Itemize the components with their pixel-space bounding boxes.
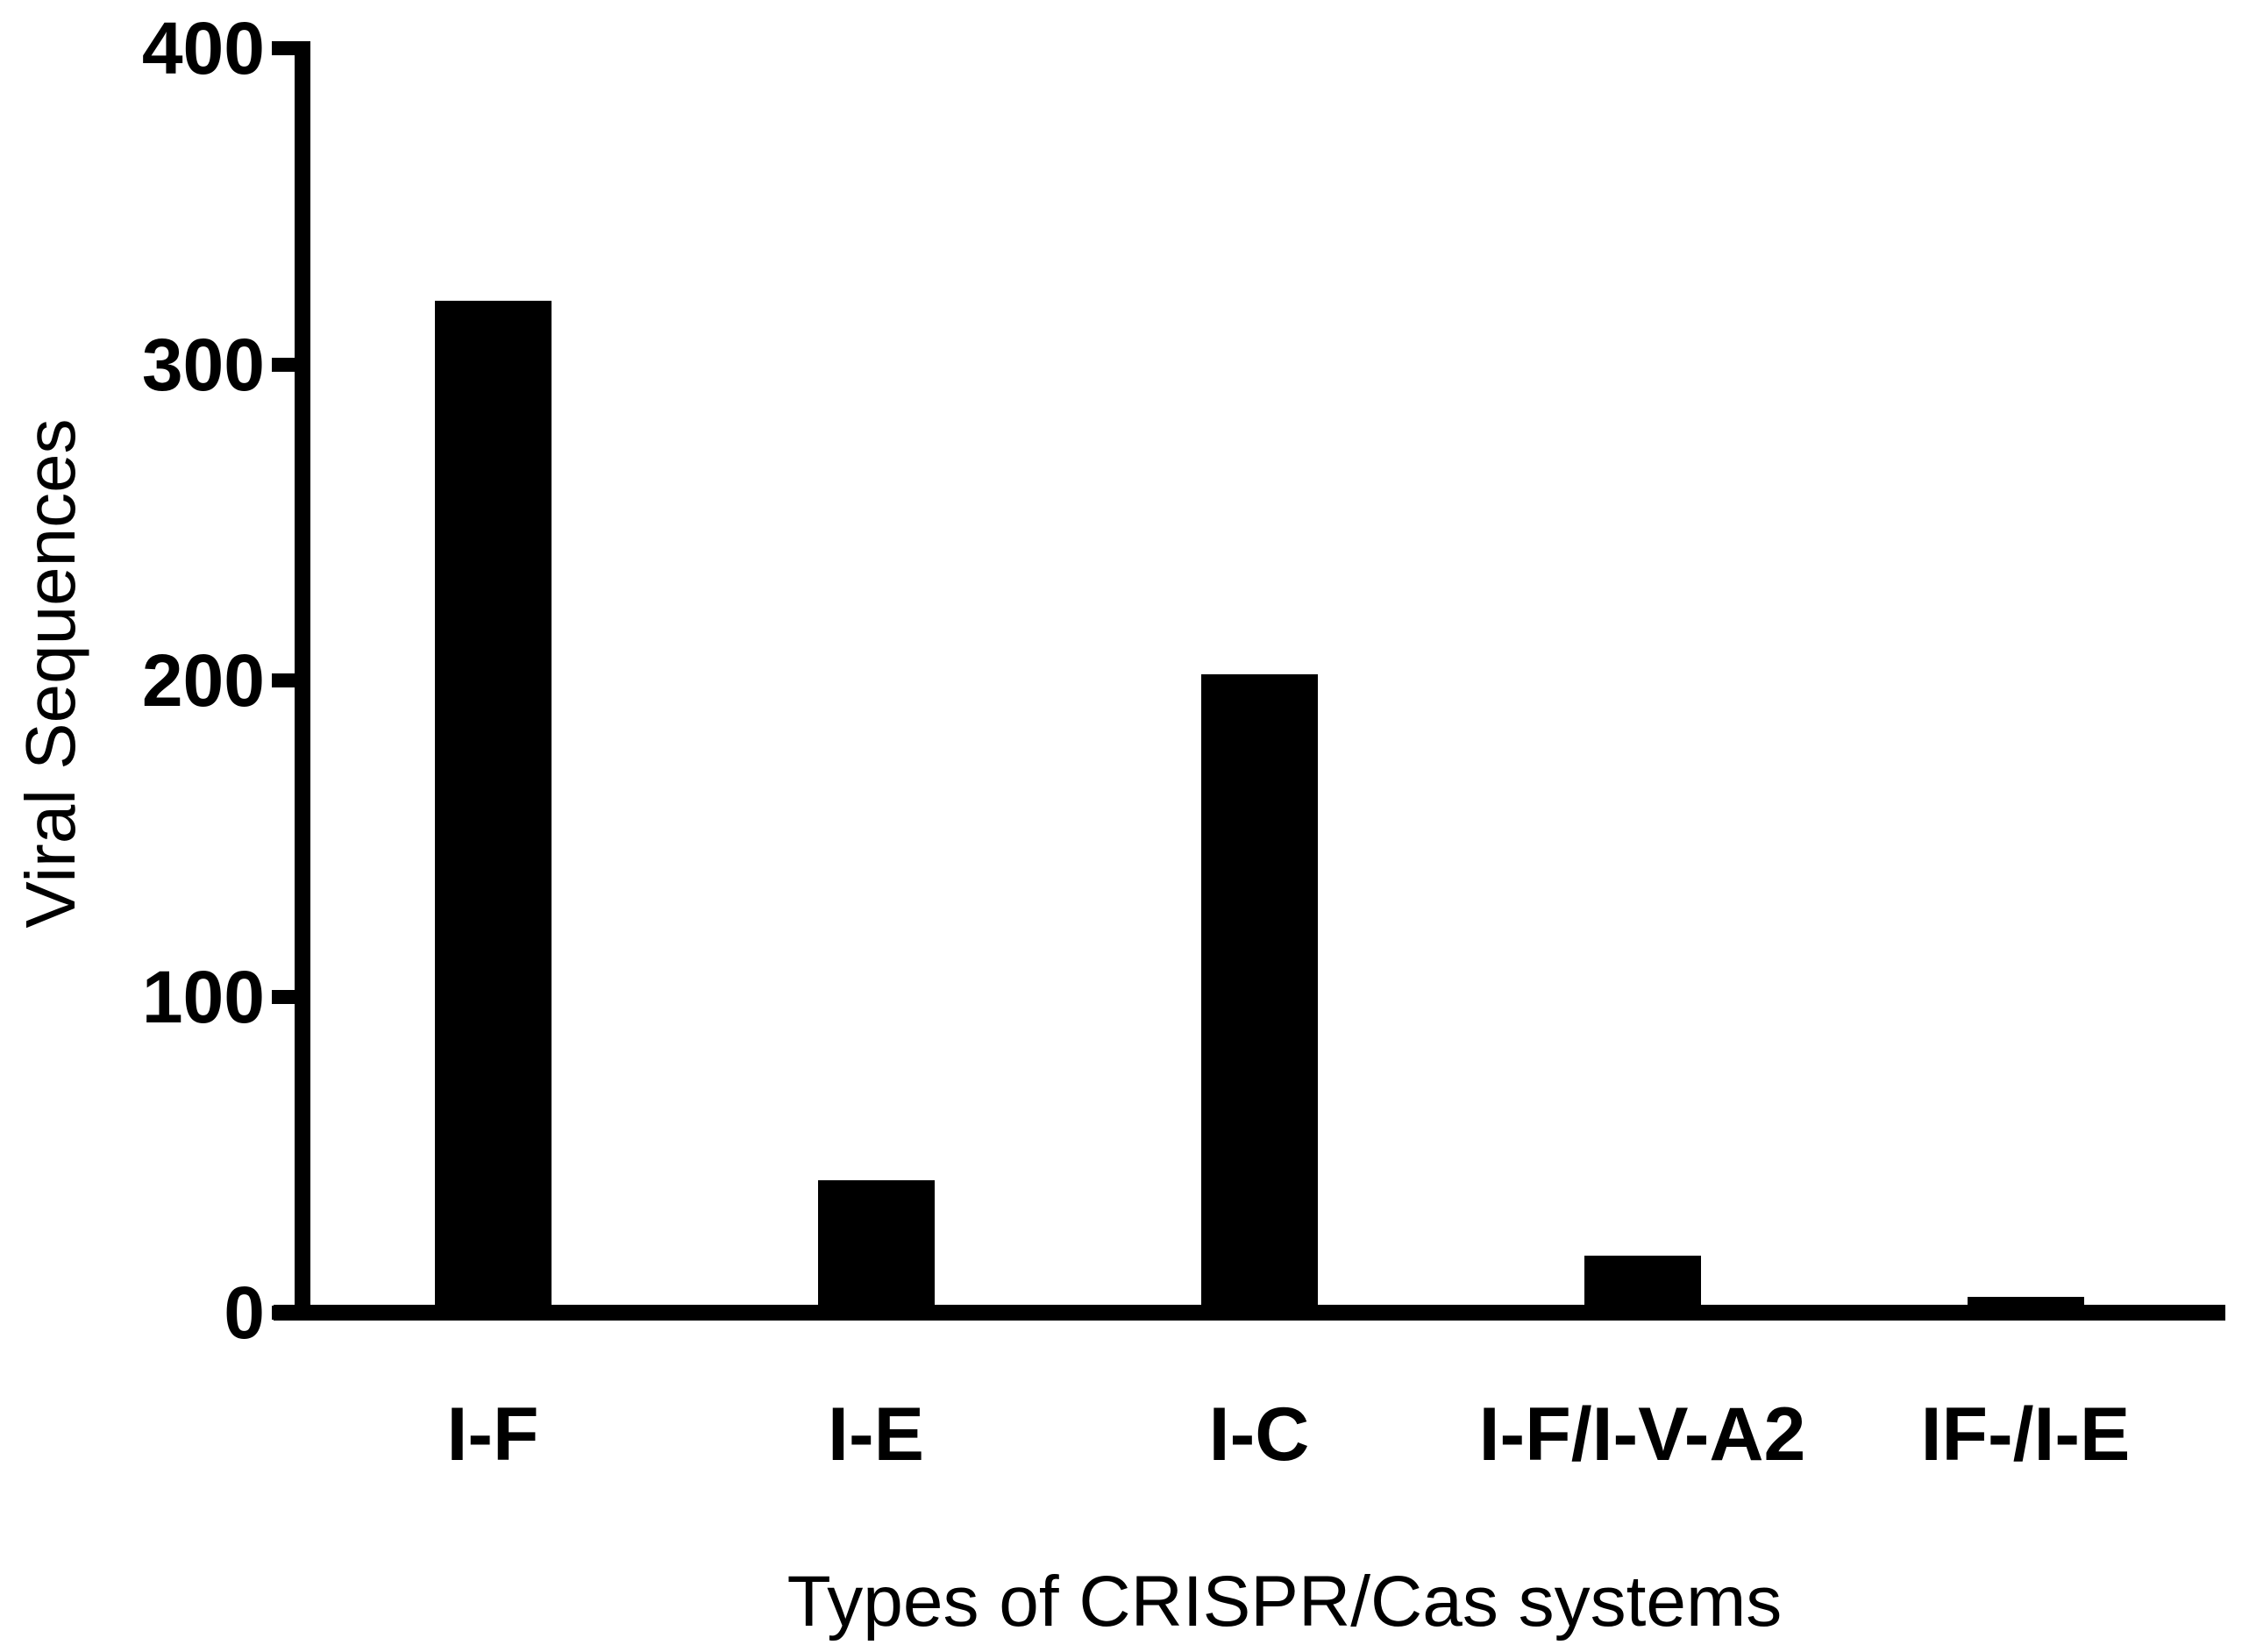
x-category-label-I-F: I-F: [446, 1392, 539, 1477]
y-tick-mark-300: [272, 357, 295, 372]
y-tick-mark-200: [272, 673, 295, 687]
x-category-label-I-C: I-C: [1208, 1392, 1310, 1477]
y-tick-mark-0: [272, 1306, 295, 1320]
y-tick-label-100: 100: [141, 955, 265, 1038]
x-category-label-I-F/I-V-A2: I-F/I-V-A2: [1478, 1392, 1806, 1477]
y-tick-mark-100: [272, 989, 295, 1004]
y-tick-mark-400: [272, 41, 295, 55]
y-tick-label-300: 300: [141, 323, 265, 406]
y-tick-label-400: 400: [141, 7, 265, 89]
y-tick-label-0: 0: [224, 1271, 265, 1354]
y-axis-line: [295, 41, 310, 1321]
bar-I-E: [817, 1179, 935, 1321]
x-category-label-IF-/I-E: IF-/I-E: [1920, 1392, 2131, 1477]
bar-I-C: [1200, 673, 1318, 1321]
bar-I-F: [434, 301, 552, 1321]
x-axis-title: Types of CRISPR/Cas systems: [786, 1562, 1783, 1641]
x-category-label-I-E: I-E: [828, 1392, 924, 1477]
bar-IF-/I-E: [1967, 1296, 2084, 1321]
bar-I-F/I-V-A2: [1584, 1256, 1701, 1321]
y-tick-label-200: 200: [141, 639, 265, 722]
